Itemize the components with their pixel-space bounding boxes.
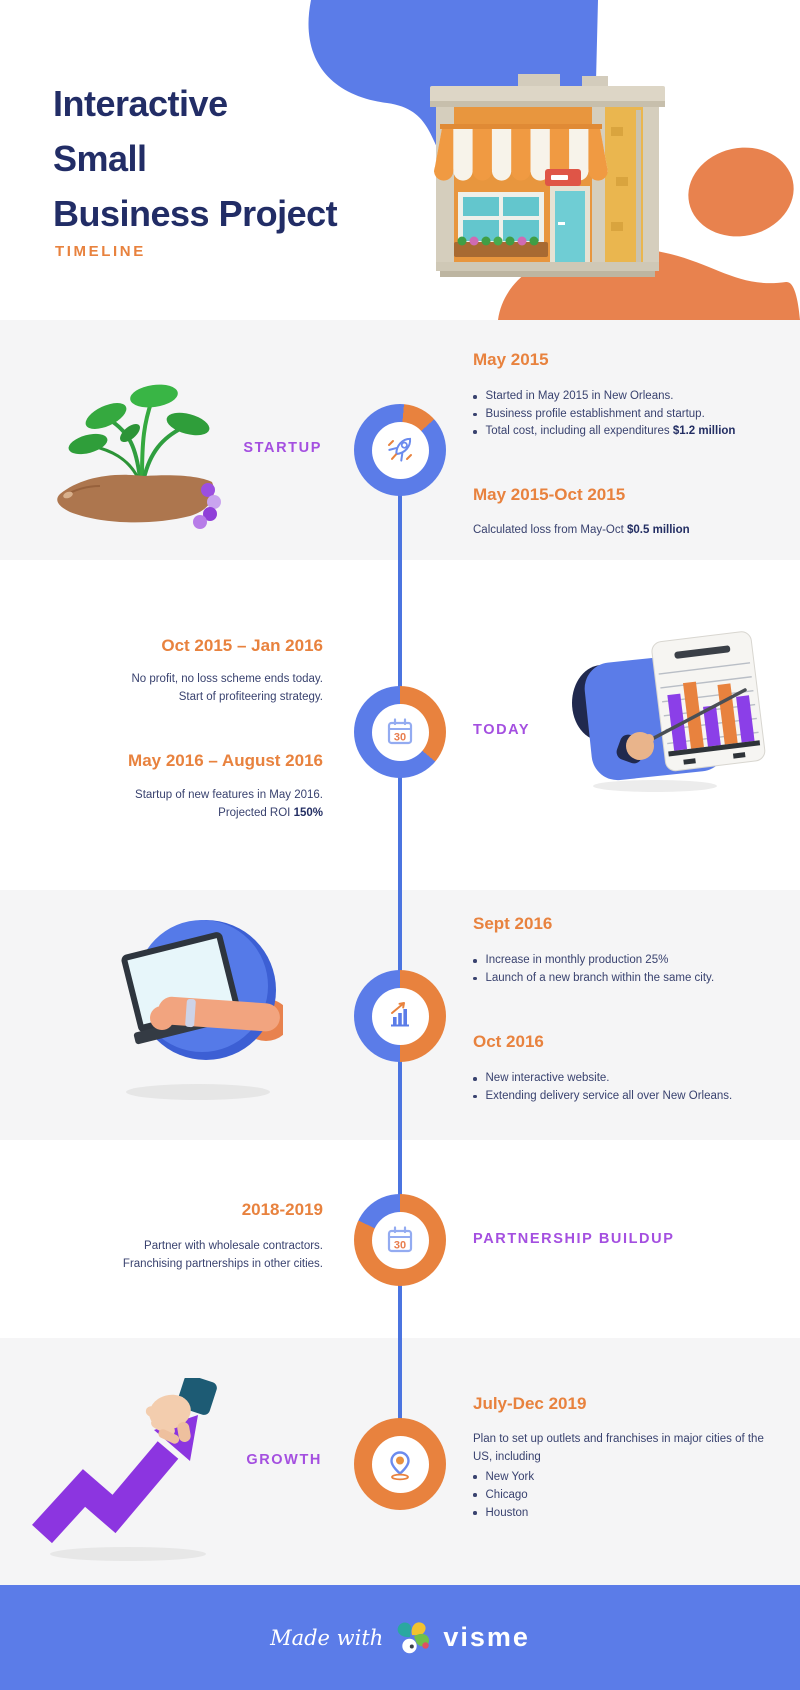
timeline-bullet: New York — [470, 1468, 534, 1486]
label-today: TODAY — [473, 722, 531, 738]
milestone-badge-inner: 30 — [371, 1211, 429, 1269]
bullet-dot-icon — [473, 1475, 477, 1479]
timeline-heading: Oct 2016 — [473, 1032, 544, 1051]
bullet-dot-icon — [473, 1094, 477, 1098]
bullet-dot-icon — [473, 395, 477, 399]
label-growth: GROWTH — [246, 1452, 322, 1468]
milestone-badge-inner: 30 — [371, 703, 429, 761]
calendar-icon: 30 — [387, 718, 413, 745]
bullet-dot-icon — [473, 959, 477, 963]
page-title-line: Business Project — [53, 193, 338, 234]
visme-brand-text: visme — [443, 1622, 530, 1652]
timeline-heading: 2018-2019 — [241, 1200, 323, 1219]
timeline-bullet-list: New York Chicago Houston — [470, 1468, 534, 1522]
milestone-badge-today: 30 — [354, 686, 446, 778]
page-title: Interactive Small Business Project — [53, 76, 338, 241]
milestone-badge-growth — [354, 1418, 446, 1510]
plant-in-hand-illustration — [57, 384, 221, 529]
timeline-heading: May 2015-Oct 2015 — [473, 485, 626, 504]
calendar-day-text: 30 — [394, 732, 406, 744]
timeline-bullet-list: Increase in monthly production 25% Launc… — [470, 952, 714, 987]
footer-visme-link[interactable]: Made with visme — [270, 1620, 530, 1656]
label-partnership-buildup: PARTNERSHIP BUILDUP — [473, 1231, 675, 1247]
bullet-dot-icon — [473, 976, 477, 980]
timeline-text: Partner with wholesale contractors. Fran… — [122, 1240, 323, 1270]
timeline-bullet-list: New interactive website. Extending deliv… — [470, 1070, 732, 1105]
timeline-line — [398, 450, 402, 1464]
location-pin-icon — [390, 1451, 410, 1481]
timeline-heading: Sept 2016 — [473, 914, 553, 933]
timeline-text: Startup of new features in May 2016. Pro… — [135, 789, 323, 819]
bullet-dot-icon — [473, 1493, 477, 1497]
storefront-illustration — [430, 74, 665, 277]
growth-arrow-illustration — [32, 1378, 217, 1561]
milestone-badge-inner — [371, 987, 429, 1045]
timeline-bullet: Houston — [470, 1504, 534, 1522]
timeline-bullet: Total cost, including all expenditures $… — [470, 423, 735, 441]
timeline-heading: July-Dec 2019 — [473, 1394, 587, 1413]
timeline-bullet: Chicago — [470, 1486, 534, 1504]
timeline-heading: May 2015 — [473, 350, 549, 369]
header-area — [0, 0, 800, 320]
bullet-dot-icon — [473, 1511, 477, 1515]
timeline-bullet: Business profile establishment and start… — [470, 406, 735, 424]
milestone-badge-2016 — [354, 970, 446, 1062]
calendar-icon: 30 — [387, 1226, 413, 1253]
timeline-bullet: Increase in monthly production 25% — [470, 952, 714, 970]
footer-bar: Made with visme — [0, 1585, 800, 1690]
timeline-heading: May 2016 – August 2016 — [128, 751, 323, 770]
timeline-text: Calculated loss from May-Oct $0.5 millio… — [473, 524, 690, 536]
page-title-line: Small — [53, 138, 147, 179]
timeline-heading: Oct 2015 – Jan 2016 — [161, 636, 323, 655]
timeline-text: Plan to set up outlets and franchises in… — [473, 1433, 764, 1463]
laptop-illustration — [121, 920, 283, 1100]
label-startup: STARTUP — [243, 440, 322, 456]
bar-chart-icon — [391, 1002, 409, 1027]
visme-logo-icon — [397, 1621, 430, 1653]
timeline-bullet: Extending delivery service all over New … — [470, 1088, 732, 1106]
milestone-badge-startup — [354, 404, 446, 496]
bullet-dot-icon — [473, 412, 477, 416]
milestone-badge-inner — [371, 421, 429, 479]
bullet-dot-icon — [473, 1077, 477, 1081]
page-subtitle: TIMELINE — [55, 243, 146, 260]
made-with-text: Made with — [270, 1625, 384, 1650]
timeline-bullet: New interactive website. — [470, 1070, 732, 1088]
milestone-badge-partnership: 30 — [354, 1194, 446, 1286]
orange-ellipse-shape — [680, 137, 800, 247]
presenter-chart-illustration — [572, 631, 766, 792]
page-title-line: Interactive — [53, 83, 228, 124]
milestone-badge-inner — [371, 1435, 429, 1493]
timeline-bullet: Started in May 2015 in New Orleans. — [470, 388, 735, 406]
timeline-bullet: Launch of a new branch within the same c… — [470, 970, 714, 988]
timeline-bullet-list: Started in May 2015 in New Orleans. Busi… — [470, 388, 735, 441]
timeline-text: No profit, no loss scheme ends today. St… — [131, 673, 323, 703]
rocket-icon — [388, 437, 412, 462]
calendar-day-text: 30 — [394, 1240, 406, 1252]
bullet-dot-icon — [473, 430, 477, 434]
